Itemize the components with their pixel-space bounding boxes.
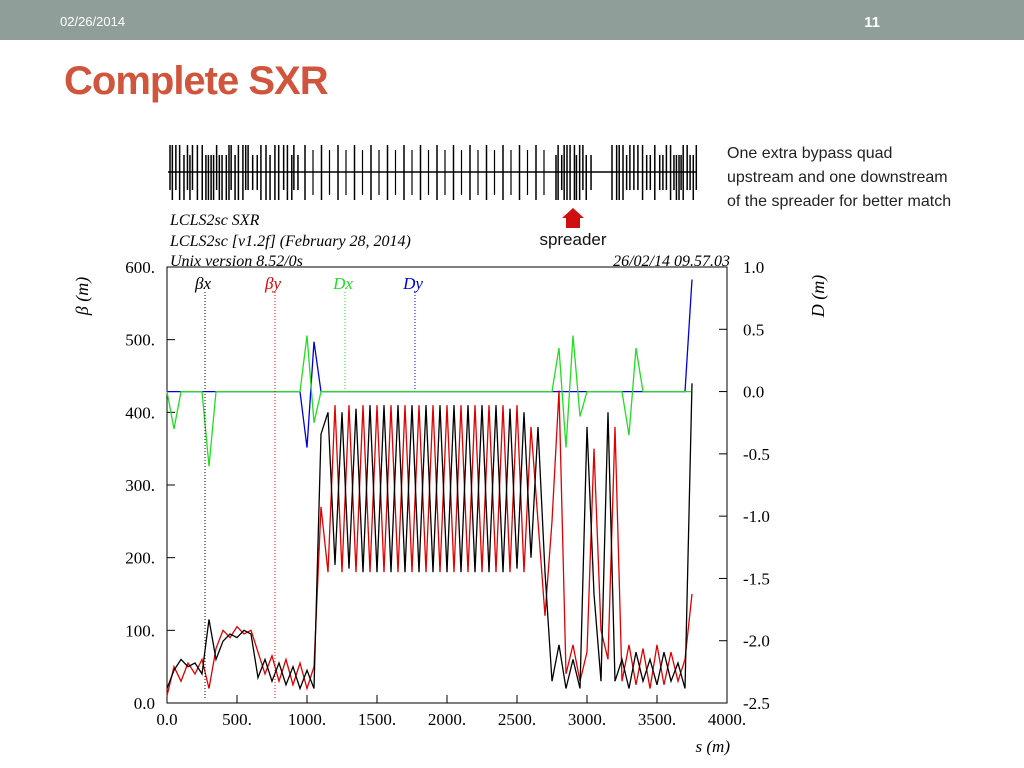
chart-header: 26/02/14 09.57.03	[613, 253, 730, 270]
y2-tick-label: -2.5	[743, 694, 770, 713]
note-line: of the spreader for better match	[727, 193, 951, 210]
x-tick-label: 1000.	[288, 710, 326, 729]
plot: 0.0 100. 200. 300. 400. 500. 600. 1.0 0.5 0.0 -0.5…	[125, 258, 770, 729]
y2-tick-label: 0.0	[743, 383, 764, 402]
slide-date: 02/26/2014	[60, 14, 125, 29]
y2-tick-label: -1.0	[743, 507, 770, 526]
series-line	[167, 279, 693, 448]
slide-number: 11	[864, 14, 880, 31]
x-tick-label: 0.0	[156, 710, 177, 729]
y-tick-label: 100.	[125, 621, 155, 640]
x-tick-label: 3000.	[568, 710, 606, 729]
legend-label: Dy	[402, 274, 423, 293]
legend-label: Dx	[332, 274, 353, 293]
x-tick-label: 1500.	[358, 710, 396, 729]
y-tick-label: 600.	[125, 258, 155, 277]
chart-header: LCLS2sc [v1.2f] (February 28, 2014)	[169, 233, 411, 250]
y-tick-label: 0.0	[134, 694, 155, 713]
x-tick-label: 2000.	[428, 710, 466, 729]
lattice	[168, 145, 698, 200]
chart-header: LCLS2sc SXR	[169, 212, 260, 229]
y-axis-title: β (m)	[72, 277, 93, 316]
x-tick-label: 3500.	[638, 710, 676, 729]
y2-tick-label: -1.5	[743, 569, 770, 588]
y-tick-label: 400.	[125, 403, 155, 422]
y2-tick-label: 1.0	[743, 258, 764, 277]
x-tick-label: 4000.	[708, 710, 746, 729]
top-bar	[0, 0, 1024, 40]
x-tick-label: 500.	[222, 710, 252, 729]
x-axis-title: s (m)	[696, 737, 731, 756]
y2-tick-label: 0.5	[743, 320, 764, 339]
y2-tick-label: -0.5	[743, 445, 770, 464]
y-tick-label: 500.	[125, 331, 155, 350]
y2-axis-title: D (m)	[808, 275, 829, 319]
note-line: One extra bypass quad	[727, 145, 892, 162]
y-tick-label: 300.	[125, 476, 155, 495]
arrow	[562, 208, 584, 228]
y-tick-label: 200.	[125, 549, 155, 568]
series-line	[166, 390, 693, 696]
x-tick-label: 2500.	[498, 710, 536, 729]
legend-label: βx	[194, 274, 211, 293]
series-line	[166, 383, 693, 691]
chart-header: Unix version 8.52/0s	[170, 253, 303, 270]
legend-label: βy	[264, 274, 281, 293]
y2-tick-label: -2.0	[743, 632, 770, 651]
note-line: upstream and one downstream	[727, 169, 948, 186]
slide-title: Complete SXR	[64, 59, 329, 103]
arrow-label: spreader	[539, 230, 606, 249]
series-line	[166, 335, 692, 467]
